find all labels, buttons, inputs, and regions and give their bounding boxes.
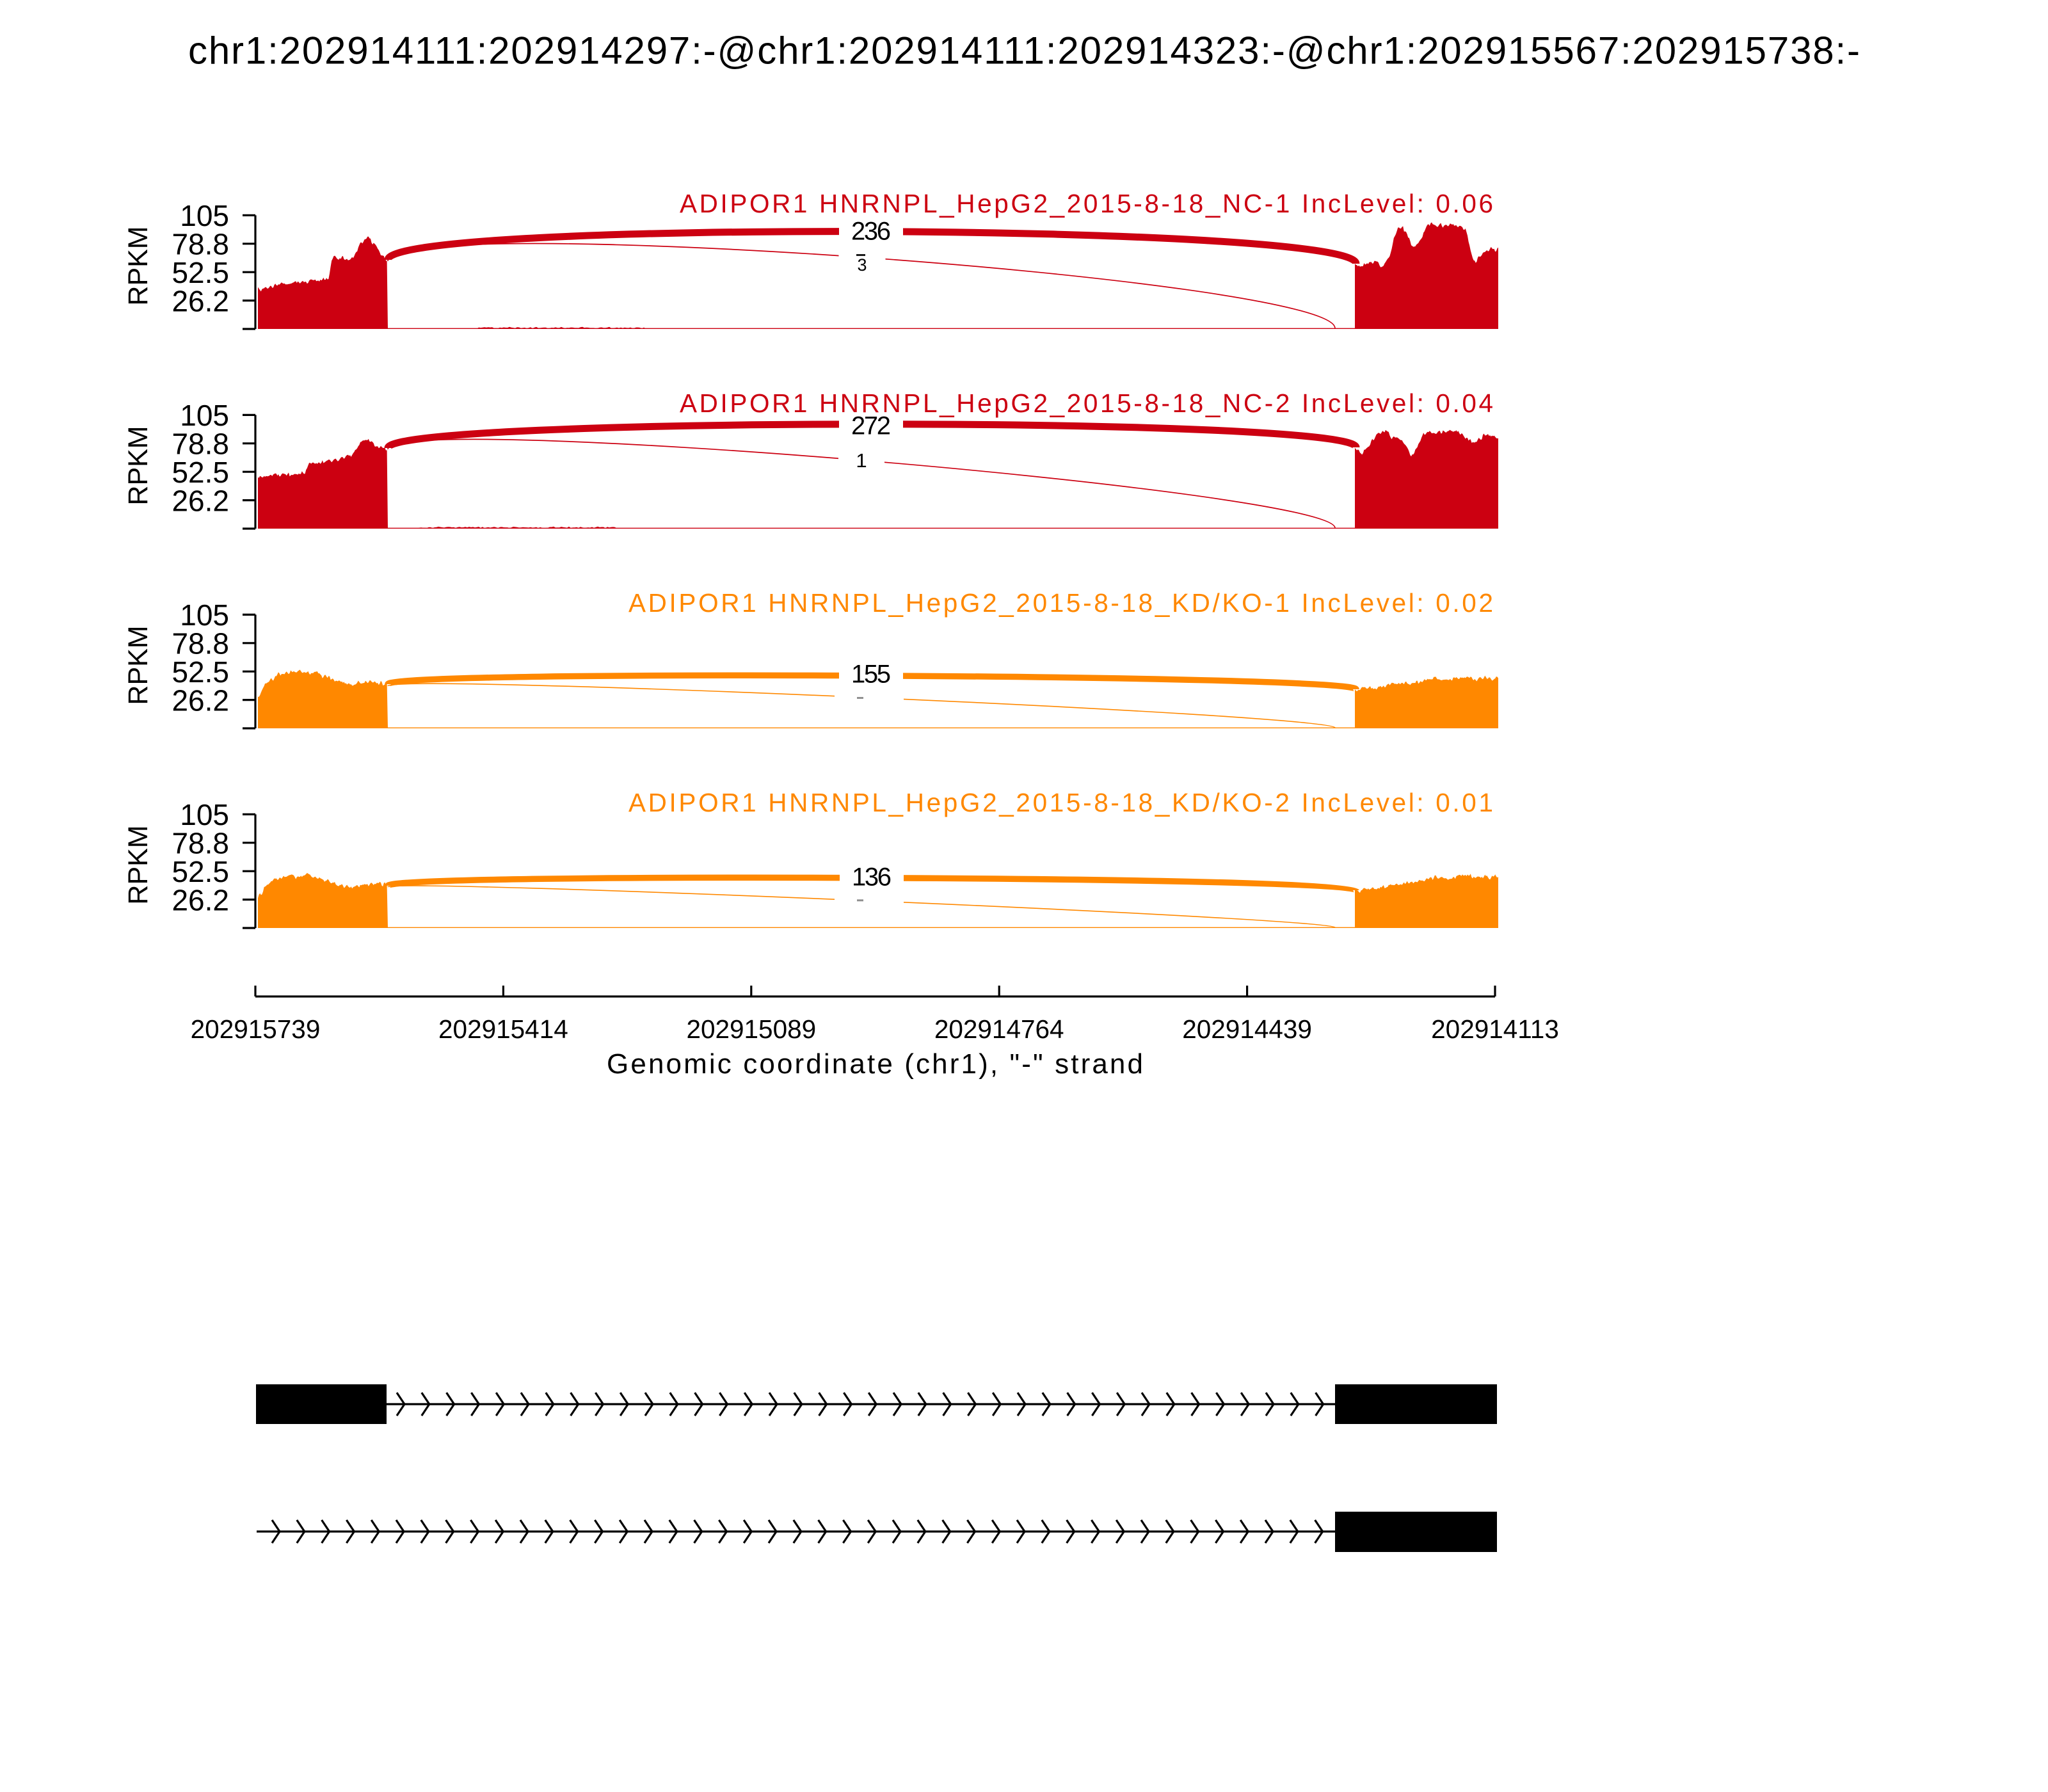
- svg-text:RPKM: RPKM: [123, 825, 154, 904]
- svg-text:105: 105: [180, 798, 229, 831]
- svg-text:Genomic coordinate (chr1), "-": Genomic coordinate (chr1), "-" strand: [607, 1048, 1143, 1080]
- svg-text:1: 1: [856, 449, 867, 472]
- svg-text:52.5: 52.5: [172, 855, 229, 888]
- svg-text:78.8: 78.8: [172, 228, 229, 261]
- svg-text:chr1:202914111:202914297:-@chr: chr1:202914111:202914297:-@chr1:20291411…: [188, 29, 1860, 72]
- svg-text:202915739: 202915739: [191, 1014, 321, 1044]
- svg-text:136: 136: [852, 863, 892, 892]
- svg-text:105: 105: [180, 598, 229, 632]
- svg-text:202914113: 202914113: [1431, 1014, 1559, 1044]
- svg-text:26.2: 26.2: [172, 684, 229, 717]
- svg-text:3: 3: [857, 255, 867, 275]
- svg-text:236: 236: [851, 218, 891, 246]
- svg-text:105: 105: [180, 399, 229, 432]
- svg-text:52.5: 52.5: [172, 456, 229, 489]
- svg-text:202914764: 202914764: [934, 1014, 1064, 1044]
- svg-text:26.2: 26.2: [172, 484, 229, 517]
- svg-text:ADIPOR1 HNRNPL_HepG2_2015-8-18: ADIPOR1 HNRNPL_HepG2_2015-8-18_NC-2 IncL…: [680, 388, 1493, 418]
- svg-text:78.8: 78.8: [172, 428, 229, 461]
- svg-text:272: 272: [851, 412, 891, 440]
- svg-text:RPKM: RPKM: [123, 426, 154, 505]
- svg-text:ADIPOR1 HNRNPL_HepG2_2015-8-18: ADIPOR1 HNRNPL_HepG2_2015-8-18_KD/KO-2 I…: [628, 788, 1493, 817]
- svg-text:RPKM: RPKM: [123, 625, 154, 705]
- svg-text:78.8: 78.8: [172, 627, 229, 660]
- svg-text:155: 155: [851, 660, 891, 689]
- svg-text:ADIPOR1 HNRNPL_HepG2_2015-8-18: ADIPOR1 HNRNPL_HepG2_2015-8-18_KD/KO-1 I…: [628, 588, 1493, 618]
- svg-text:52.5: 52.5: [172, 655, 229, 689]
- svg-text:ADIPOR1 HNRNPL_HepG2_2015-8-18: ADIPOR1 HNRNPL_HepG2_2015-8-18_NC-1 IncL…: [680, 189, 1493, 218]
- svg-text:105: 105: [180, 199, 229, 232]
- svg-text:26.2: 26.2: [172, 284, 229, 317]
- svg-text:RPKM: RPKM: [123, 226, 154, 305]
- svg-text:52.5: 52.5: [172, 256, 229, 289]
- svg-text:202914439: 202914439: [1182, 1014, 1312, 1044]
- svg-text:202915414: 202915414: [438, 1014, 568, 1044]
- svg-text:78.8: 78.8: [172, 827, 229, 860]
- svg-text:202915089: 202915089: [686, 1014, 816, 1044]
- svg-text:26.2: 26.2: [172, 883, 229, 916]
